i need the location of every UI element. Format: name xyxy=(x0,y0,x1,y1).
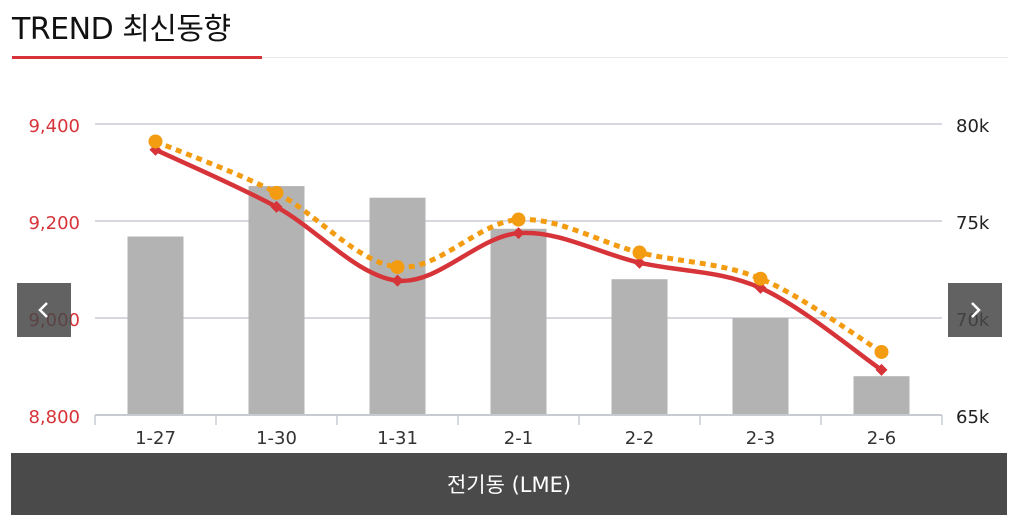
chevron-left-icon xyxy=(38,302,48,318)
chevron-right-icon xyxy=(971,302,981,318)
price-point-marker xyxy=(270,200,283,213)
left-axis-tick-label: 9,200 xyxy=(28,213,80,234)
x-axis-tick-label: 2-1 xyxy=(504,428,533,449)
bar xyxy=(490,228,547,415)
dotted-point-marker xyxy=(269,185,284,200)
dotted-point-marker xyxy=(148,134,163,149)
dotted-point-marker xyxy=(632,245,647,260)
left-axis-tick-label: 9,400 xyxy=(28,116,80,137)
page-title: TREND 최신동향 xyxy=(12,12,231,47)
chart-caption-bar: 전기동 (LME) xyxy=(11,453,1007,515)
dotted-point-marker xyxy=(874,344,889,359)
left-axis-tick-label: 8,800 xyxy=(28,407,80,428)
bar xyxy=(611,279,668,415)
x-axis-tick-label: 2-2 xyxy=(625,428,654,449)
dotted-point-marker xyxy=(753,271,768,286)
right-axis-tick-label: 75k xyxy=(956,213,990,234)
x-axis-tick-label: 1-30 xyxy=(256,428,297,449)
chart-caption: 전기동 (LME) xyxy=(446,473,572,497)
next-button[interactable] xyxy=(948,283,1002,337)
price-point-marker xyxy=(875,363,888,376)
bar xyxy=(732,318,789,415)
trend-chart: 8,8009,0009,2009,40065k70k75k80k1-271-30… xyxy=(28,116,990,449)
dotted-point-marker xyxy=(390,260,405,275)
bar xyxy=(248,186,305,415)
price-point-marker xyxy=(391,274,404,287)
x-axis-tick-label: 2-3 xyxy=(746,428,775,449)
right-axis-tick-label: 65k xyxy=(956,407,990,428)
title-divider xyxy=(262,57,1008,58)
price-point-marker xyxy=(512,227,525,240)
x-axis-tick-label: 1-27 xyxy=(135,428,176,449)
bar xyxy=(369,197,426,415)
bar xyxy=(853,376,910,415)
price-point-marker xyxy=(633,256,646,269)
x-axis-tick-label: 2-6 xyxy=(867,428,896,449)
title-underline xyxy=(12,56,262,59)
prev-button[interactable] xyxy=(17,283,71,337)
x-axis-tick-label: 1-31 xyxy=(377,428,418,449)
bar xyxy=(127,236,184,415)
right-axis-tick-label: 80k xyxy=(956,116,990,137)
dotted-point-marker xyxy=(511,212,526,227)
